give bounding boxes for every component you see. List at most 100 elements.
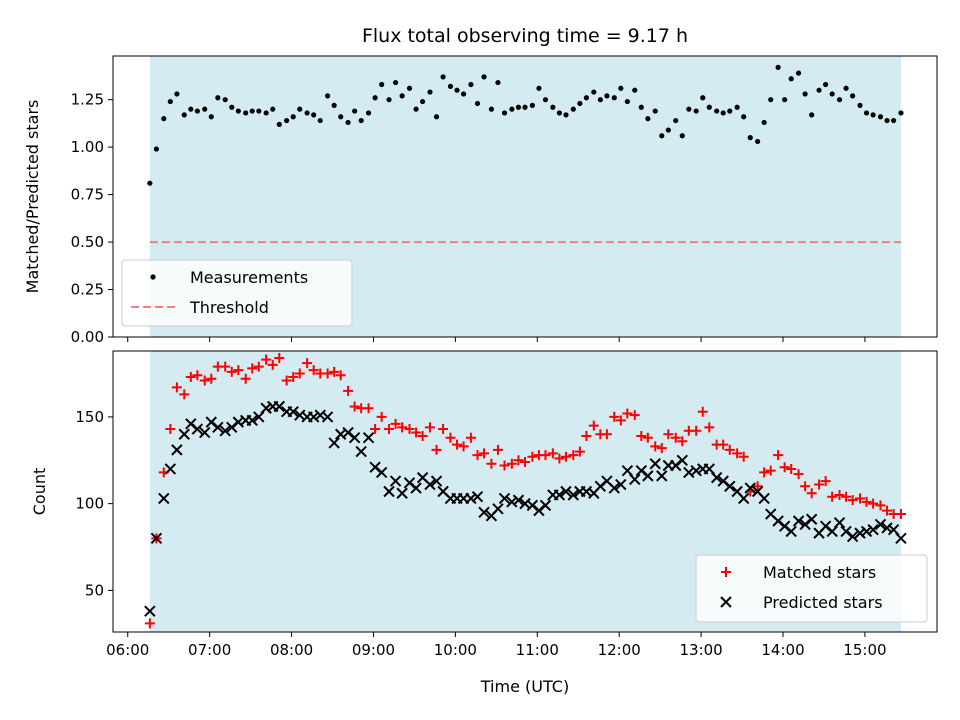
count-plot-frame	[112, 350, 938, 633]
predicted-star-point	[805, 513, 818, 525]
measurement-point	[659, 133, 665, 139]
measurement-point	[263, 110, 269, 116]
predicted-star-point	[158, 492, 170, 505]
predicted-star-point	[178, 428, 190, 440]
ratio-y-label: Matched/Predicted stars	[23, 100, 42, 294]
measurement-point	[440, 74, 446, 80]
predicted-star-point	[328, 437, 340, 449]
matched-star-point	[165, 424, 176, 435]
time-x-tick-label: 09:00	[352, 641, 395, 659]
matched-star-point	[650, 441, 661, 452]
measurement-point	[208, 114, 214, 120]
matched-star-point	[492, 444, 503, 455]
measurement-point	[563, 112, 569, 118]
predicted-star-point	[615, 478, 627, 491]
ratio-y-tick-label: 0.75	[71, 186, 104, 204]
predicted-star-point	[492, 503, 504, 515]
predicted-star-point	[410, 482, 422, 494]
time-x-tick-label: 10:00	[434, 641, 477, 659]
measurement-point	[829, 91, 835, 97]
matched-star-point	[704, 422, 715, 433]
ratio-y-tick-label: 0.25	[71, 281, 104, 299]
predicted-star-point	[383, 485, 395, 498]
measurement-point	[331, 102, 337, 108]
matched-star-point	[376, 411, 387, 422]
measurement-point	[325, 93, 331, 99]
measurement-point	[338, 114, 344, 120]
measurement-point	[522, 104, 528, 110]
matched-star-point	[670, 432, 681, 443]
predicted-star-point	[744, 482, 756, 494]
measurement-point	[167, 98, 173, 105]
measurement-point	[843, 85, 849, 91]
count-y-tick-label: 100	[75, 495, 104, 513]
measurement-point	[898, 110, 904, 116]
measurement-point	[433, 114, 440, 120]
predicted-star-point	[649, 458, 661, 470]
measurement-point	[529, 102, 535, 108]
legend-matched-label: Matched stars	[763, 563, 876, 582]
measurement-point	[352, 108, 358, 114]
predicted-star-point	[676, 454, 688, 466]
matched-stars-points	[144, 352, 906, 629]
predicted-star-point	[737, 492, 750, 505]
matched-star-point	[445, 432, 456, 443]
matched-star-point	[499, 460, 510, 471]
measurement-point	[570, 106, 576, 112]
matched-star-point	[554, 453, 565, 464]
measurement-point	[229, 104, 235, 110]
measurement-point	[542, 97, 549, 103]
predicted-star-point	[389, 475, 402, 487]
predicted-star-point	[171, 444, 183, 456]
predicted-star-point	[553, 489, 566, 501]
measurement-point	[802, 91, 808, 97]
predicted-star-point	[150, 532, 163, 545]
measurement-point	[857, 102, 863, 108]
predicted-star-point	[758, 492, 770, 505]
measurement-point	[768, 97, 774, 103]
measurement-point	[714, 108, 720, 114]
measurement-point	[618, 85, 624, 91]
matched-star-point	[861, 496, 872, 507]
predicted-stars-points	[144, 400, 907, 617]
matched-star-point	[615, 415, 626, 426]
matched-star-point	[820, 476, 831, 487]
matched-star-point	[458, 441, 469, 452]
measurement-point	[181, 112, 187, 118]
measurement-point	[243, 110, 249, 116]
measurement-point	[720, 110, 726, 116]
measurement-point	[290, 114, 296, 120]
measurement-point	[188, 106, 194, 112]
matched-star-point	[226, 366, 237, 377]
measurement-point	[235, 108, 241, 114]
measurement-point	[372, 95, 378, 101]
matched-star-point	[349, 401, 360, 412]
matched-star-point	[397, 422, 408, 433]
ratio-y-ticks: 0.00 0.25 0.50 0.75 1.00 1.25	[71, 91, 113, 346]
measurement-point	[501, 110, 508, 116]
measurement-point	[577, 100, 583, 107]
predicted-star-point	[144, 605, 156, 617]
matched-star-point	[384, 424, 395, 435]
measurement-point	[153, 146, 160, 152]
measurement-point	[850, 93, 856, 99]
measurement-point	[788, 76, 794, 82]
measurement-point	[509, 106, 515, 112]
predicted-star-point	[321, 411, 334, 423]
measurement-point	[652, 108, 658, 114]
matched-star-point	[581, 430, 592, 441]
matched-star-point	[527, 451, 538, 462]
matched-star-point	[199, 375, 210, 386]
matched-star-point	[847, 495, 858, 506]
matched-star-point	[479, 448, 490, 459]
measurement-point	[597, 97, 603, 103]
measurement-point	[202, 106, 208, 112]
predicted-star-point	[881, 522, 893, 534]
measurement-point	[665, 127, 671, 133]
matched-star-point	[868, 498, 879, 509]
predicted-star-point	[199, 426, 211, 439]
matched-star-point	[329, 366, 340, 377]
chart-title: Flux total observing time = 9.17 h	[362, 25, 688, 47]
measurement-point	[365, 110, 372, 116]
